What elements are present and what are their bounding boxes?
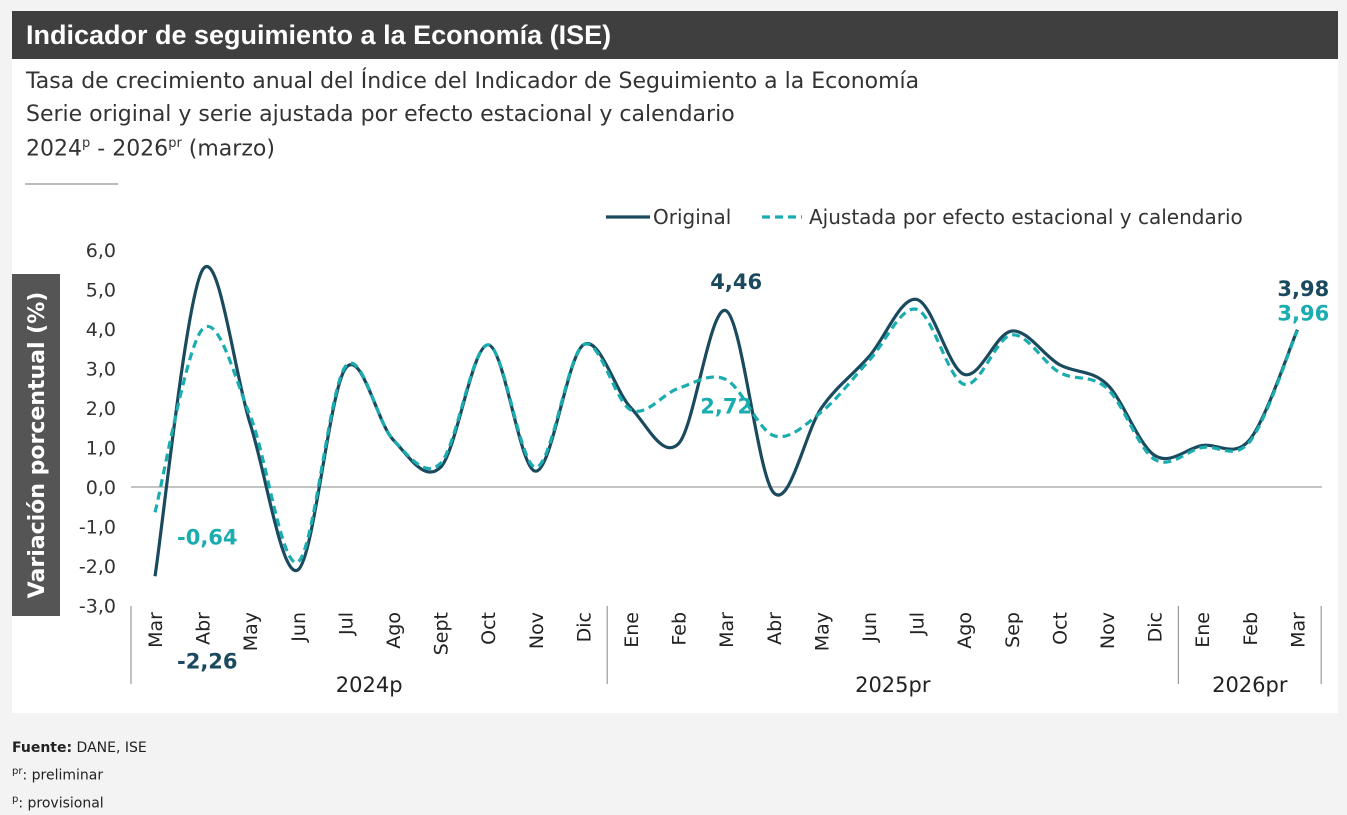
data-label: -0,64 (177, 525, 238, 549)
y-tick-label: 2,0 (86, 398, 116, 420)
note-provisional-text: : provisional (18, 795, 104, 812)
chart-panel: Tasa de crecimiento anual del Índice del… (12, 59, 1338, 713)
y-tick-label: 4,0 (86, 319, 116, 341)
note-preliminar: pr: preliminar (12, 760, 147, 788)
x-tick-label: Jun (859, 612, 881, 643)
y-tick-label: 1,0 (86, 438, 116, 460)
year-label: 2025pr (855, 673, 931, 697)
y-tick-label: 0,0 (86, 477, 116, 499)
subtitle-line-3: 2024p - 2026pr (marzo) (26, 136, 275, 161)
x-tick-label: Ene (621, 612, 643, 648)
y-tick-label: 3,0 (86, 359, 116, 381)
x-tick-label: Feb (1240, 612, 1262, 646)
data-label: 3,96 (1277, 302, 1329, 326)
y-tick-label: 6,0 (86, 240, 116, 262)
x-tick-label: Ene (1192, 612, 1214, 648)
x-tick-label: Sep (1002, 612, 1024, 648)
data-label: 2,72 (700, 395, 752, 419)
subtitle-year-start: 2024 (26, 136, 82, 162)
x-tick-label: Oct (1049, 612, 1071, 645)
x-tick-label: Oct (478, 612, 500, 645)
legend-label-original: Original (653, 205, 731, 229)
x-tick-label: Mar (716, 612, 738, 648)
note-provisional: p: provisional (12, 788, 147, 815)
x-tick-label: Mar (145, 612, 167, 648)
subtitle-sup-p: p (82, 136, 91, 151)
source-label: Fuente: (12, 740, 73, 756)
x-tick-label: Ago (954, 612, 976, 649)
note-preliminar-text: : preliminar (22, 767, 104, 784)
year-label: 2024p (336, 673, 403, 697)
ylabel: Variación porcentual (%) (25, 292, 50, 599)
source-note: Fuente: DANE, ISE (12, 737, 147, 760)
subtitle-month: (marzo) (181, 136, 275, 162)
x-tick-label: Nov (1097, 612, 1119, 649)
y-tick-label: -3,0 (79, 596, 116, 618)
x-tick-label: Ago (383, 612, 405, 649)
subtitle-line-1: Tasa de crecimiento anual del Índice del… (26, 69, 920, 94)
legend-label-ajustada: Ajustada por efecto estacional y calenda… (809, 205, 1243, 229)
y-tick-label: -1,0 (79, 517, 116, 539)
x-tick-label: Dic (1145, 612, 1167, 642)
x-tick-label: Abr (764, 612, 786, 645)
y-tick-label: 5,0 (86, 280, 116, 302)
ylabel-box (12, 274, 60, 616)
x-tick-label: Feb (669, 612, 691, 646)
x-tick-label: Jul (907, 612, 929, 636)
x-tick-label: May (240, 612, 262, 651)
x-tick-label: May (811, 612, 833, 651)
subtitle-sup-pr: pr (168, 136, 182, 151)
line-chart: Variación porcentual (%) 6,0 5,0 4,0 3,0 2,0 1… (12, 205, 1329, 697)
series-line-original (153, 265, 1299, 577)
data-label: -2,26 (177, 649, 238, 673)
x-tick-label: Nov (526, 612, 548, 649)
chart-title: Indicador de seguimiento a la Economía (… (26, 20, 612, 50)
y-tick-label: -2,0 (79, 556, 116, 578)
chart-title-banner: Indicador de seguimiento a la Economía (… (12, 11, 1338, 59)
series-line-ajustada (153, 307, 1299, 564)
note-provisional-sup: p (12, 793, 19, 805)
x-tick-label: Jul (335, 612, 357, 636)
x-tick-label: Mar (1287, 612, 1309, 648)
x-tick-label: Sept (431, 612, 453, 655)
footnotes: Fuente: DANE, ISE pr: preliminar p: prov… (12, 737, 147, 815)
year-label: 2026pr (1212, 673, 1288, 697)
subtitle-divider (25, 183, 118, 185)
subtitle-line-2: Serie original y serie ajustada por efec… (26, 102, 735, 127)
x-tick-label: Abr (193, 612, 215, 645)
source-value: DANE, ISE (72, 740, 147, 756)
x-tick-label: Jun (288, 612, 310, 643)
subtitle-year-end: - 2026 (90, 136, 169, 162)
data-label: 3,98 (1277, 277, 1329, 301)
data-label: 4,46 (710, 270, 762, 294)
x-tick-label: Dic (573, 612, 595, 642)
note-preliminar-sup: pr (12, 766, 23, 777)
